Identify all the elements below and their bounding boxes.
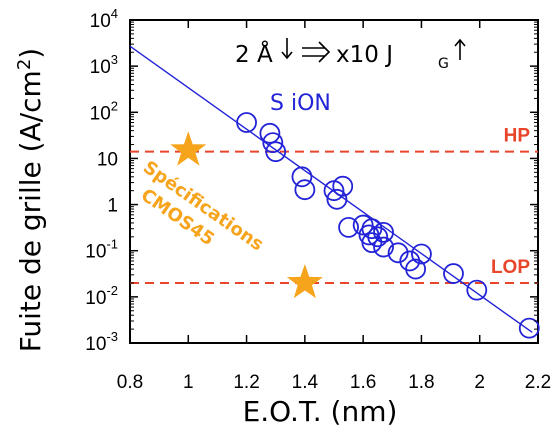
implies-arrow-icon bbox=[302, 41, 331, 63]
y-tick-label-8: 10-3 bbox=[85, 329, 118, 355]
y-tick-exponent: -3 bbox=[106, 329, 118, 344]
x-tick-label-2: 1 bbox=[183, 372, 194, 393]
scaling-rule: 2 Å x10 J G bbox=[235, 38, 466, 72]
y-tick-label-3: 102 bbox=[90, 98, 118, 124]
data-point-4 bbox=[265, 141, 287, 163]
x-tick-label-7: 2 bbox=[474, 372, 485, 393]
reference-label-lop: LOP bbox=[491, 257, 530, 278]
up-arrow-icon bbox=[454, 38, 466, 60]
data-point-15 bbox=[367, 226, 389, 248]
y-tick-base: 10 bbox=[90, 57, 111, 78]
data-point-9 bbox=[332, 175, 354, 197]
star-icon-2 bbox=[286, 264, 323, 299]
x-tick-label-5: 1.6 bbox=[350, 372, 376, 393]
data-point-10 bbox=[338, 217, 359, 238]
down-arrow-icon bbox=[281, 38, 293, 60]
y-axis-label-main: Fuite de grille (A/cm bbox=[14, 70, 47, 352]
y-tick-label-6: 10-1 bbox=[85, 237, 118, 263]
y-tick-exponent: 4 bbox=[111, 6, 118, 21]
data-point-22 bbox=[443, 263, 464, 284]
y-tick-label-5: 1 bbox=[107, 196, 118, 217]
y-tick-base: 10 bbox=[97, 149, 118, 170]
data-point-1 bbox=[236, 112, 257, 133]
y-tick-base: 10 bbox=[85, 242, 106, 263]
data-point-17 bbox=[373, 221, 394, 243]
rule-middle: x10 J bbox=[336, 42, 393, 68]
star-icon-1 bbox=[170, 131, 207, 166]
data-point-3 bbox=[262, 132, 284, 154]
y-axis-label: Fuite de grille (A/cm2) bbox=[14, 48, 47, 352]
y-tick-label-2: 103 bbox=[90, 52, 118, 78]
y-tick-base: 10 bbox=[85, 288, 106, 309]
sion-label: S iON bbox=[270, 91, 331, 116]
data-point-16 bbox=[373, 236, 394, 258]
data-point-8 bbox=[326, 188, 348, 210]
data-point-20 bbox=[405, 258, 427, 280]
data-point-11 bbox=[352, 214, 374, 236]
y-tick-base: 1 bbox=[107, 196, 118, 217]
reference-label-hp: HP bbox=[504, 126, 531, 147]
y-tick-exponent: -2 bbox=[106, 283, 118, 298]
rule-sub: G bbox=[438, 56, 449, 72]
y-tick-label-4: 10 bbox=[97, 149, 118, 170]
x-tick-label-3: 1.2 bbox=[233, 372, 259, 393]
data-point-5 bbox=[291, 166, 313, 188]
data-point-21 bbox=[411, 243, 432, 265]
x-axis-label: E.O.T. (nm) bbox=[243, 395, 398, 428]
data-point-6 bbox=[294, 179, 316, 201]
data-point-18 bbox=[387, 242, 409, 264]
x-tick-label-6: 1.8 bbox=[408, 372, 434, 393]
y-tick-base: 10 bbox=[90, 11, 111, 32]
data-point-24 bbox=[518, 317, 540, 339]
y-tick-label-1: 104 bbox=[90, 6, 118, 32]
data-point-2 bbox=[259, 122, 281, 144]
x-tick-label-4: 1.4 bbox=[292, 372, 319, 393]
y-tick-base: 10 bbox=[85, 334, 106, 355]
y-tick-label-7: 10-2 bbox=[85, 283, 118, 309]
y-tick-base: 10 bbox=[90, 103, 111, 124]
trend-line bbox=[129, 45, 533, 333]
rule-lead: 2 Å bbox=[235, 40, 273, 68]
data-point-23 bbox=[466, 279, 488, 301]
y-axis-label-close: ) bbox=[14, 48, 47, 59]
y-axis-label-sup: 2 bbox=[14, 59, 35, 70]
y-tick-exponent: 2 bbox=[111, 98, 118, 113]
x-tick-label-1: 0.8 bbox=[117, 372, 143, 393]
y-tick-exponent: 3 bbox=[111, 52, 118, 67]
data-point-13 bbox=[361, 232, 383, 253]
x-tick-label-8: 2.2 bbox=[525, 372, 551, 393]
y-tick-exponent: -1 bbox=[106, 237, 118, 252]
